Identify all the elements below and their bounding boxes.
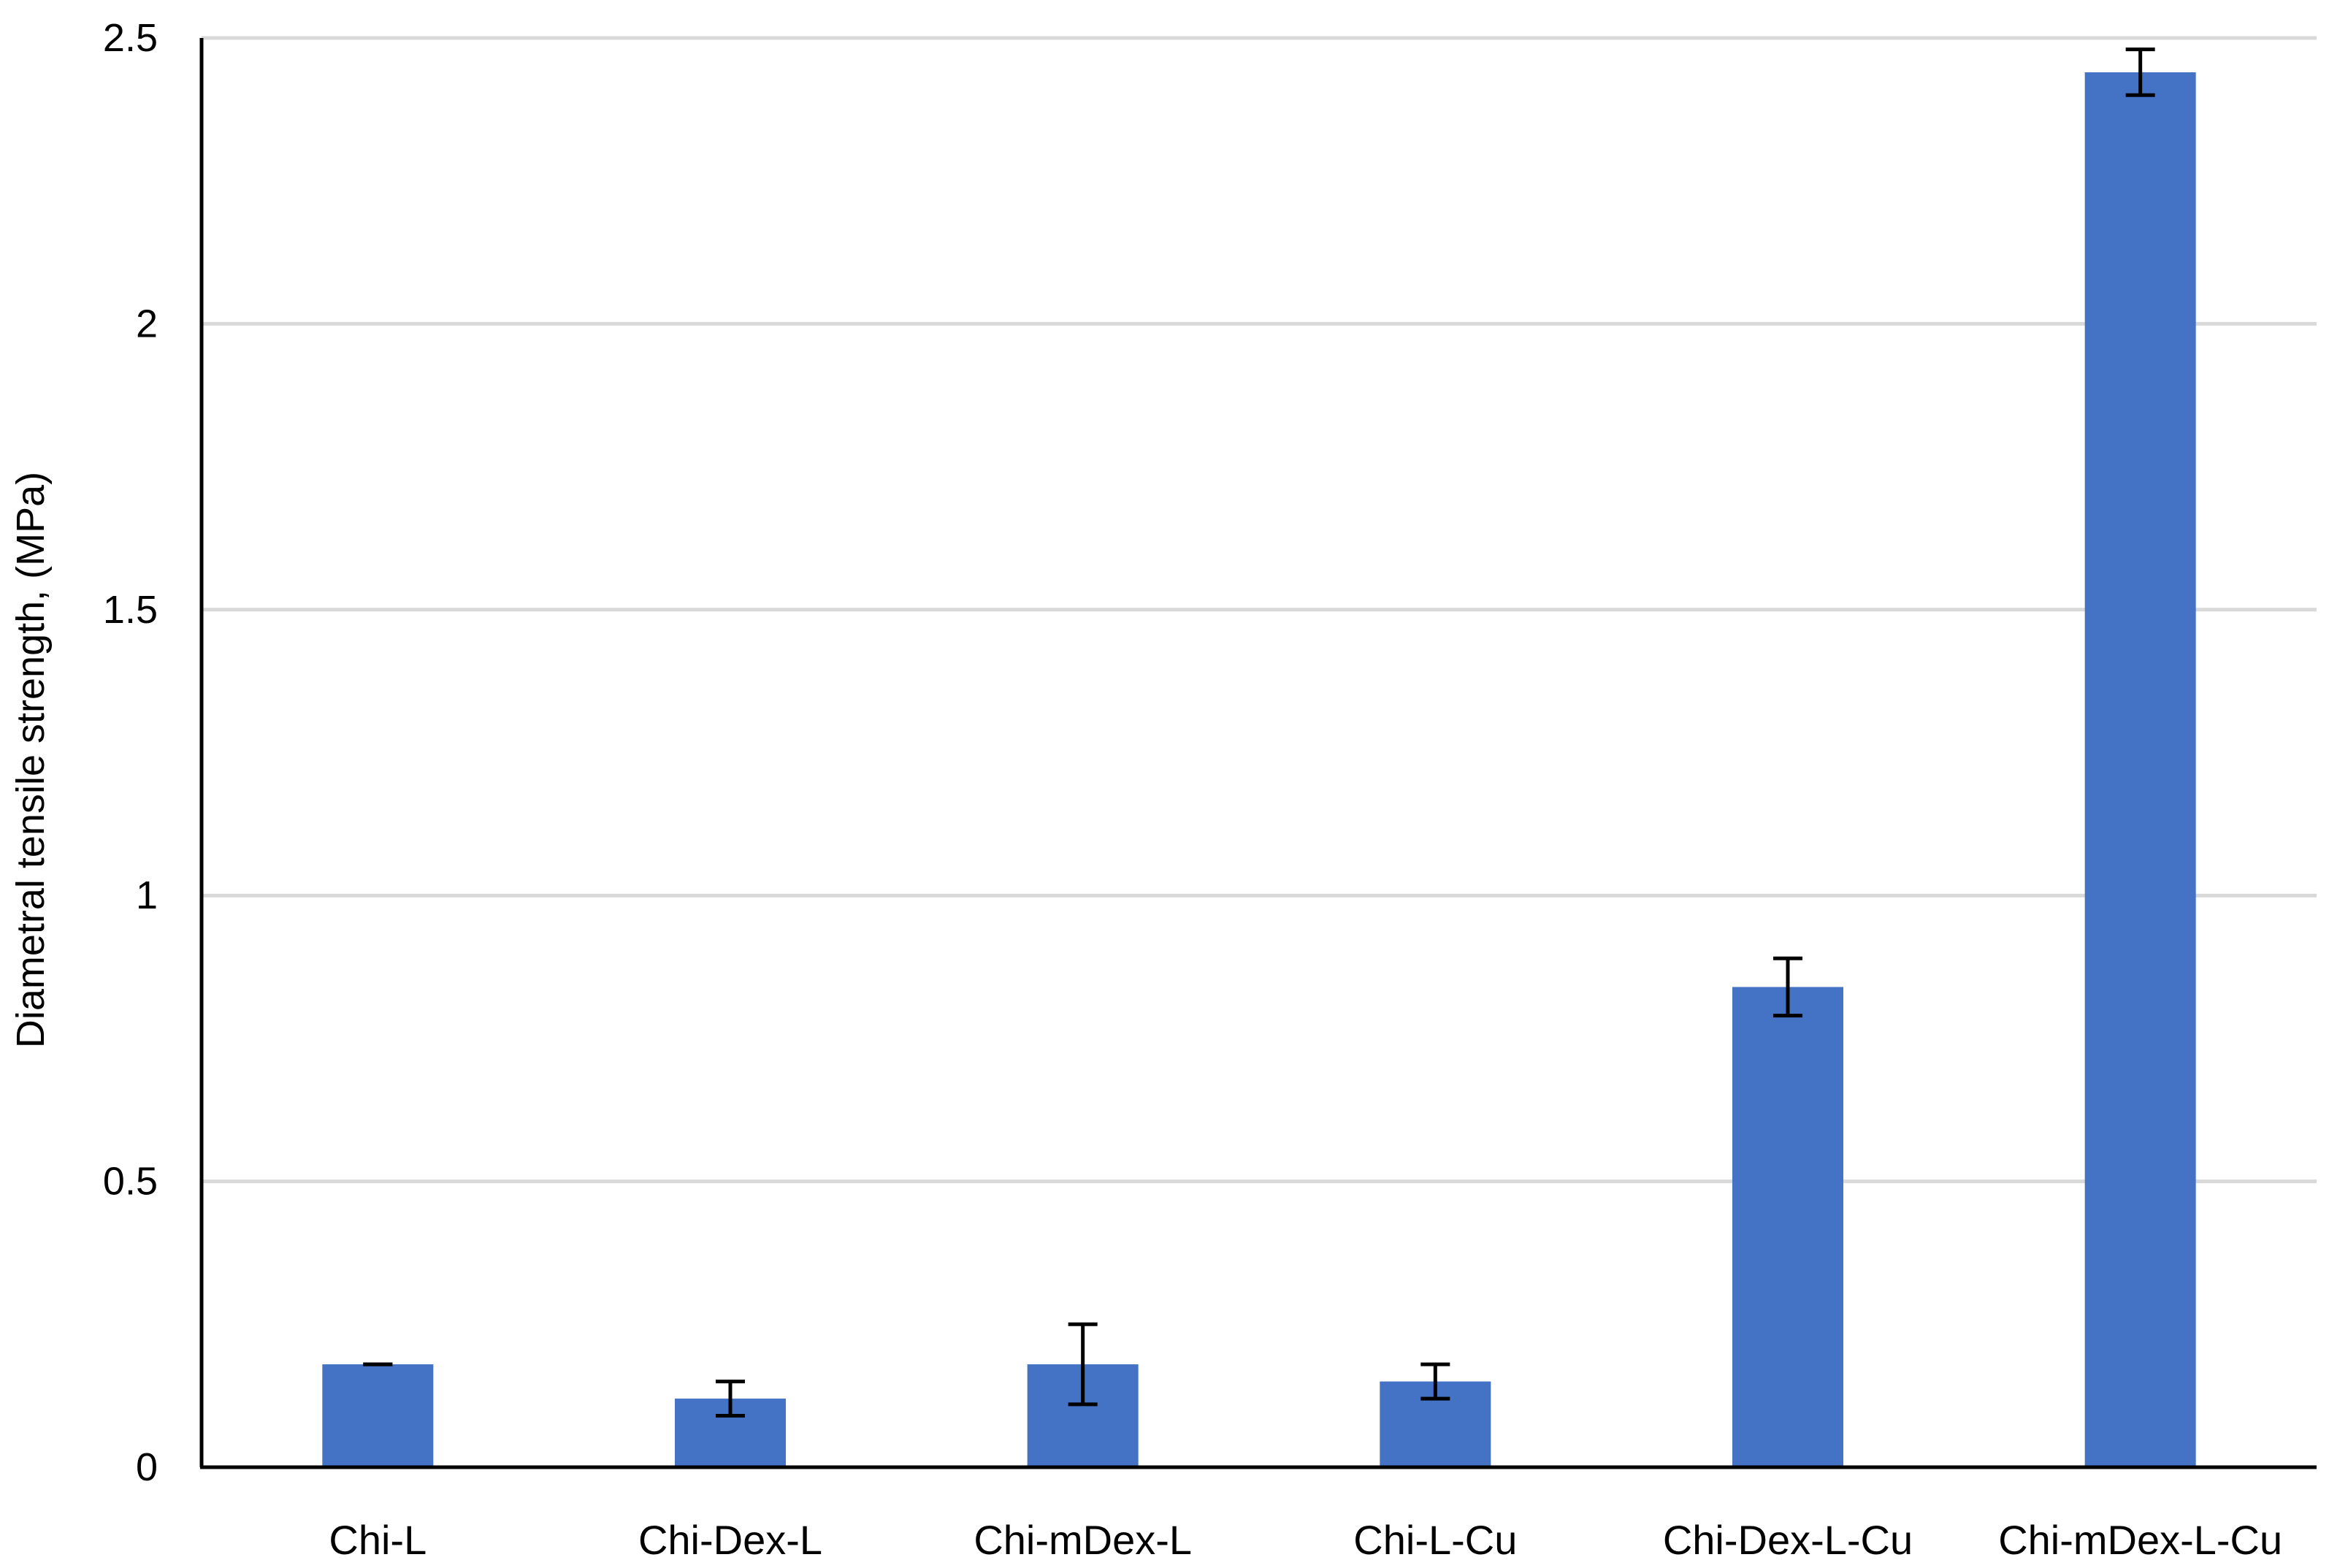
error-bar [1420, 1362, 1450, 1401]
bar-chi-mdex-l-cu [2084, 72, 2196, 1467]
error-bars [363, 47, 2155, 1418]
y-tick-label: 1.5 [103, 588, 158, 632]
error-bar [2125, 47, 2155, 97]
y-tick-label: 0.5 [103, 1160, 158, 1204]
y-axis-title: Diametral tensile strength, (MPa) [9, 472, 53, 1048]
bar-chi-dex-l-cu [1732, 987, 1843, 1467]
error-bar [716, 1380, 745, 1418]
y-tick-labels: 0 0.5 1 1.5 2 2.5 [103, 16, 158, 1489]
x-category-label: Chi-Dex-L-Cu [1663, 1517, 1913, 1563]
y-tick-label: 1 [136, 873, 158, 917]
x-category-label: Chi-L [329, 1517, 427, 1563]
x-category-label: Chi-L-Cu [1353, 1517, 1517, 1563]
axes [199, 38, 2317, 1469]
bars [322, 72, 2196, 1467]
error-bar [1068, 1322, 1098, 1407]
x-category-label: Chi-mDex-L [974, 1517, 1192, 1563]
bar-chi-l [322, 1364, 434, 1467]
y-tick-label: 0 [136, 1445, 158, 1489]
y-tick-label: 2 [136, 302, 158, 345]
x-category-label: Chi-mDex-L-Cu [1998, 1517, 2282, 1563]
y-tick-label: 2.5 [103, 16, 158, 60]
x-category-labels: Chi-L Chi-Dex-L Chi-mDex-L Chi-L-Cu Chi-Dex-… [329, 1517, 2282, 1563]
gridlines [202, 36, 2317, 1184]
error-bar [1773, 956, 1802, 1018]
x-category-label: Chi-Dex-L [638, 1517, 822, 1563]
